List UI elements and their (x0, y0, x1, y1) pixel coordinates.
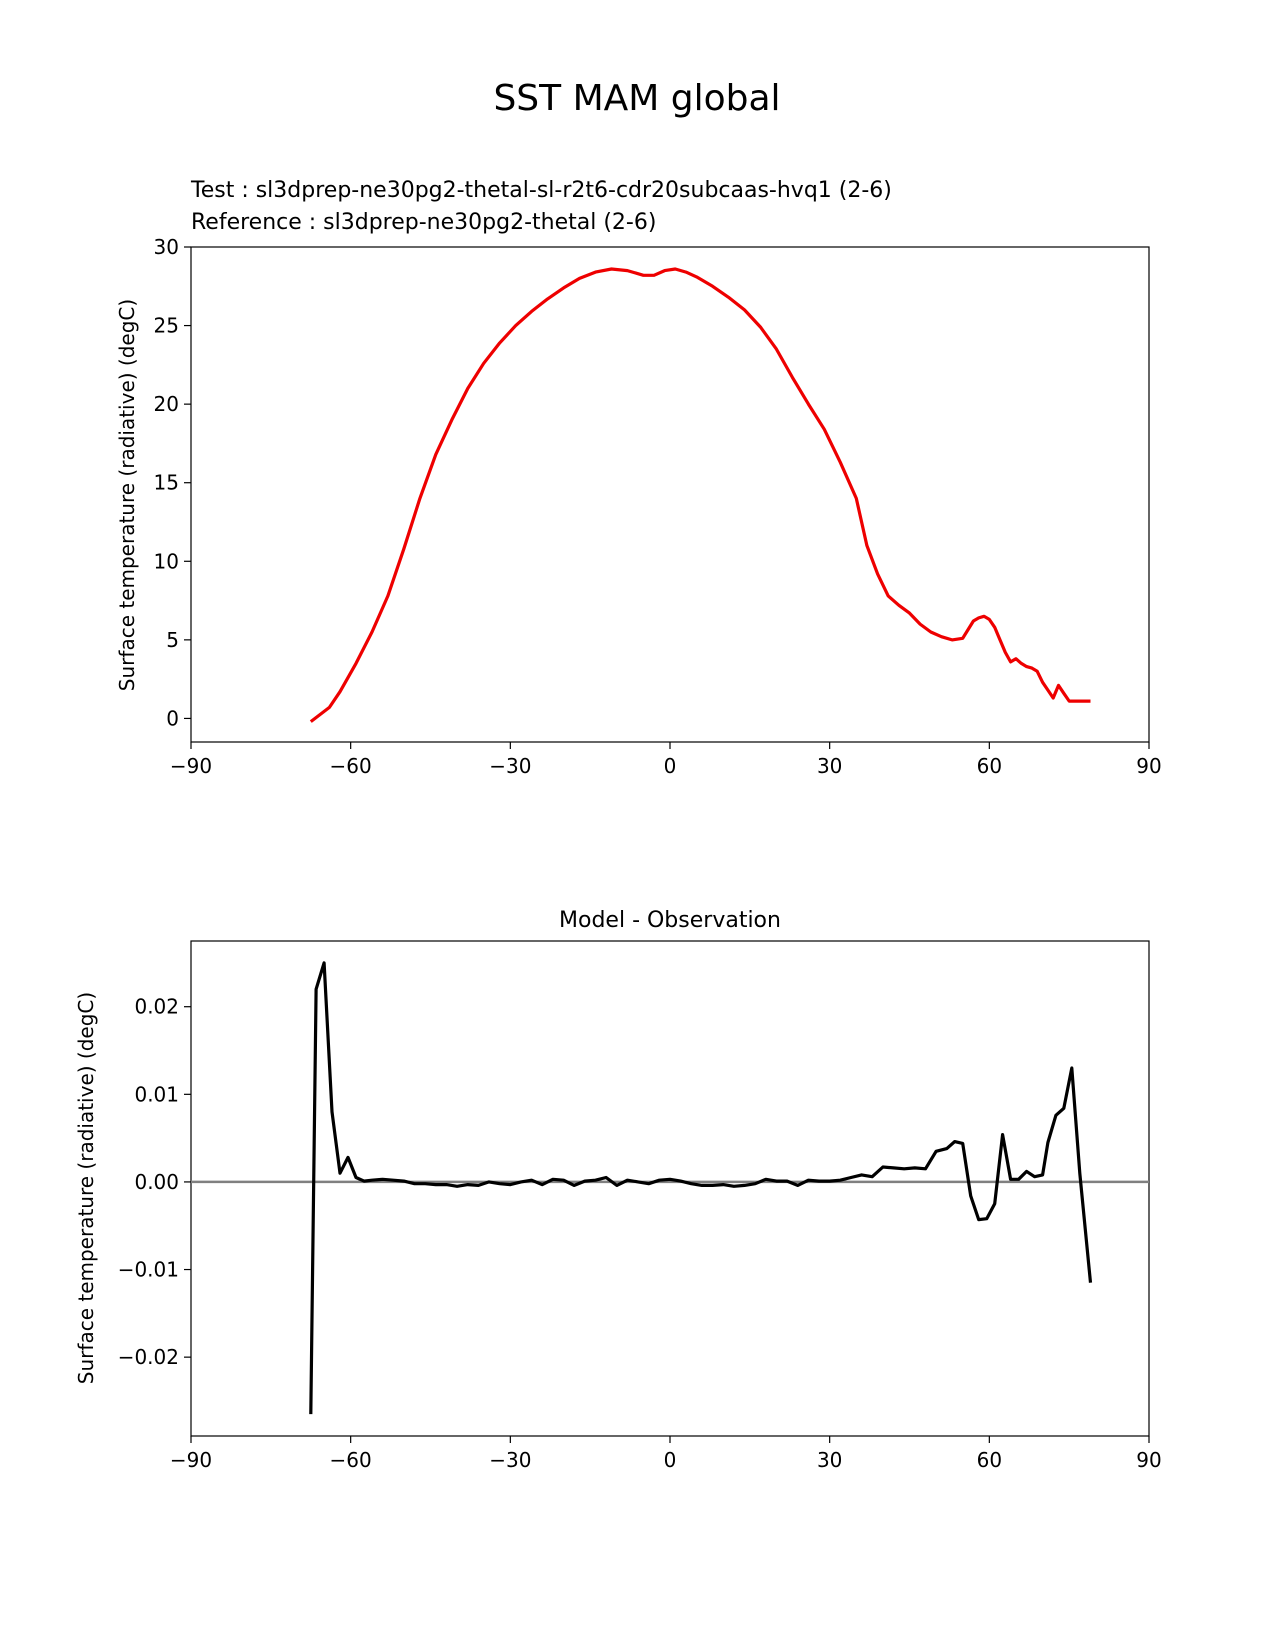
top-series-group (309, 267, 1091, 723)
top-y-tick-label: 5 (166, 628, 179, 652)
top-y-tick-label: 20 (154, 392, 179, 416)
bottom-x-tick-label: −90 (170, 1448, 212, 1472)
top-y-tick-label: 25 (154, 314, 179, 338)
top-x-ticks: −90 −60 −30 0 30 60 90 (170, 742, 1162, 778)
top-y-tick-label: 30 (154, 235, 179, 259)
bottom-series-group (309, 961, 1093, 1415)
top-y-tick-label: 0 (166, 706, 179, 730)
bottom-y-tick-label: 0.00 (134, 1170, 179, 1194)
top-x-tick-label: −60 (330, 754, 372, 778)
bottom-panel-title: Model - Observation (559, 908, 781, 933)
bottom-x-tick-label: 0 (664, 1448, 677, 1472)
bottom-x-tick-label: 30 (817, 1448, 842, 1472)
bottom-x-tick-label: −60 (330, 1448, 372, 1472)
legend-reference: Reference : sl3dprep-ne30pg2-thetal (2-6… (191, 210, 656, 235)
bottom-series-line (309, 961, 1093, 1415)
top-y-tick-label: 15 (154, 471, 179, 495)
bottom-x-tick-label: 60 (977, 1448, 1002, 1472)
top-x-tick-label: 0 (664, 754, 677, 778)
bottom-y-tick-label: −0.02 (118, 1345, 179, 1369)
bottom-panel: Model - Observation −90 −60 −30 0 30 60 90 −0.… (74, 908, 1162, 1472)
top-x-tick-label: 90 (1136, 754, 1161, 778)
top-x-tick-label: −90 (170, 754, 212, 778)
legend-test: Test : sl3dprep-ne30pg2-thetal-sl-r2t6-c… (190, 178, 892, 203)
top-x-tick-label: −30 (489, 754, 531, 778)
bottom-y-tick-label: 0.01 (134, 1082, 179, 1106)
bottom-x-tick-label: 90 (1136, 1448, 1161, 1472)
top-x-tick-label: 30 (817, 754, 842, 778)
bottom-x-ticks: −90 −60 −30 0 30 60 90 (170, 1436, 1162, 1472)
bottom-x-tick-label: −30 (489, 1448, 531, 1472)
bottom-y-axis-label: Surface temperature (radiative) (degC) (74, 992, 98, 1384)
top-series-line (309, 267, 1091, 723)
top-y-axis-label: Surface temperature (radiative) (degC) (115, 299, 139, 691)
bottom-y-ticks: −0.02 −0.01 0.00 0.01 0.02 (118, 995, 191, 1369)
top-y-ticks: 0 5 10 15 20 25 30 (154, 235, 191, 730)
top-y-tick-label: 10 (154, 549, 179, 573)
figure-title: SST MAM global (493, 78, 780, 119)
bottom-y-tick-label: −0.01 (118, 1258, 179, 1282)
top-panel: Test : sl3dprep-ne30pg2-thetal-sl-r2t6-c… (115, 178, 1162, 778)
bottom-y-tick-label: 0.02 (134, 995, 179, 1019)
top-x-tick-label: 60 (977, 754, 1002, 778)
